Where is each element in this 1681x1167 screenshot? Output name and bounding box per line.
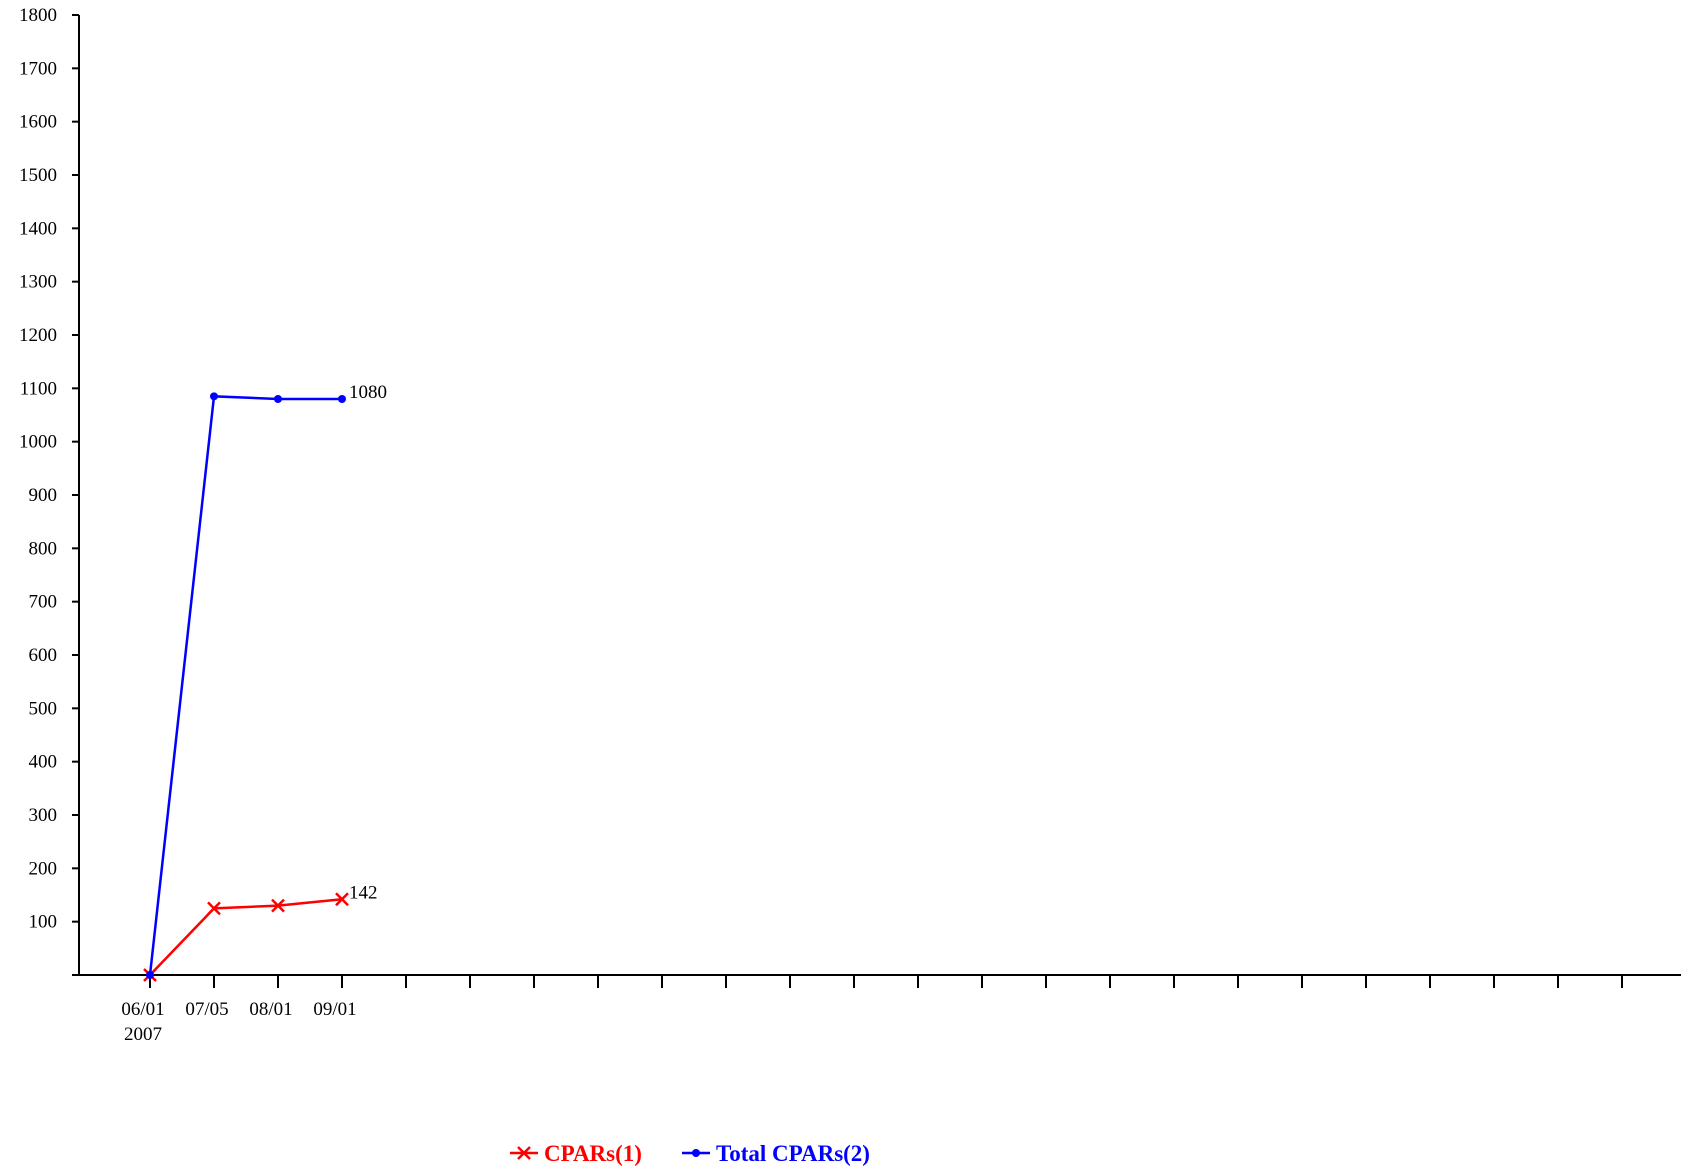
legend-marker [517,1146,531,1160]
axes [72,15,1681,976]
y-tick-label: 1800 [19,5,57,26]
legend-item: CPARs(1) [510,1141,642,1166]
x-tick-label: 09/01 [313,999,356,1020]
data-point [274,395,282,403]
legend-label: Total CPARs(2) [716,1141,870,1166]
y-tick-label: 1300 [19,272,57,293]
series-line [148,395,342,976]
data-label: 1080 [349,382,387,403]
y-ticks: 100 200 300 400 500 600 700 800 900 1000 1100 1200 1… [19,5,79,933]
data-point [271,898,285,913]
x-ticks: 06/01 2007 07/05 08/01 09/01 [121,974,1623,1045]
y-tick-label: 1200 [19,325,57,346]
series-1: 142 [143,882,378,982]
series-line [149,898,343,976]
legend-item: Total CPARs(2) [682,1141,870,1166]
data-label: 142 [349,882,378,903]
legend: CPARs(1) Total CPARs(2) [510,1141,870,1166]
y-tick-label: 600 [29,645,58,666]
series-2: 1080 [146,382,387,979]
data-point [207,901,221,916]
y-tick-label: 400 [29,752,58,773]
data-point [210,392,218,401]
y-tick-label: 1000 [19,432,57,453]
data-point [335,892,349,907]
y-tick-label: 1100 [20,378,57,399]
data-point [146,971,154,979]
y-tick-label: 700 [29,592,58,613]
y-tick-label: 1600 [19,112,57,133]
series-layer: 142 1080 [143,382,387,982]
y-tick-label: 1400 [19,218,57,239]
y-tick-label: 1700 [19,58,57,79]
y-tick-label: 1500 [19,165,57,186]
x-tick-label: 08/01 [249,999,292,1020]
y-tick-label: 900 [29,485,58,506]
y-tick-label: 300 [29,805,58,826]
legend-label: CPARs(1) [544,1141,642,1166]
y-tick-label: 100 [29,912,58,933]
data-point [338,395,346,403]
x-tick-sublabel: 2007 [124,1024,162,1045]
y-tick-label: 200 [29,858,58,879]
x-tick-label: 06/01 [121,999,164,1020]
y-tick-label: 500 [29,698,58,719]
legend-marker [692,1149,700,1157]
y-tick-label: 800 [29,538,58,559]
x-tick-label: 07/05 [185,999,228,1020]
